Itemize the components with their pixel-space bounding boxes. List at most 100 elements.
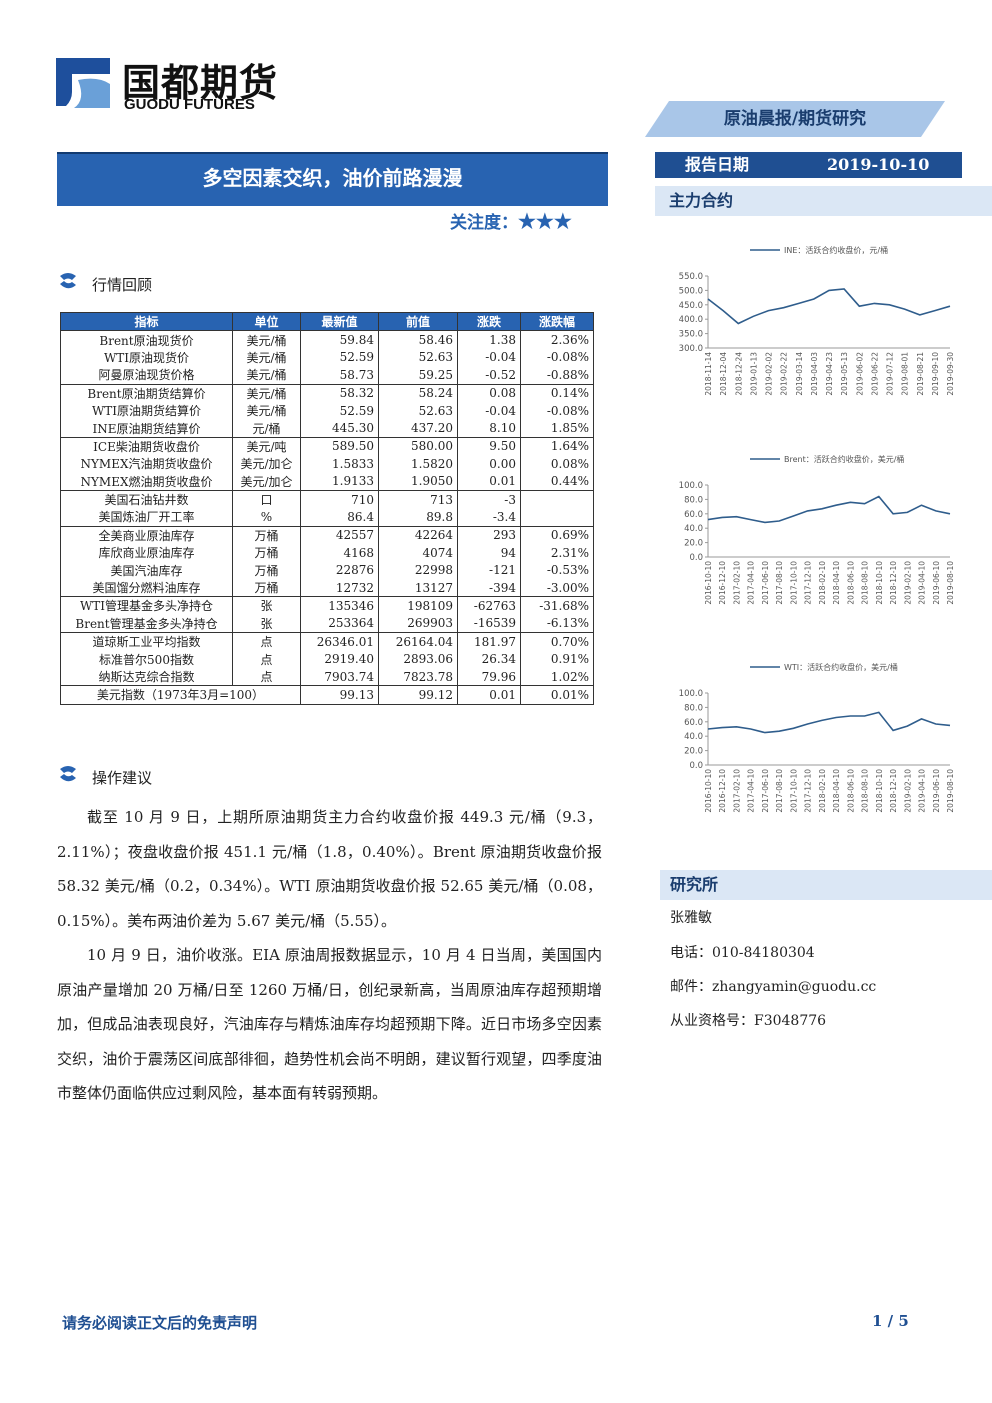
table-cell: -16539	[457, 614, 521, 633]
x-tick-label: 2017-12-10	[804, 561, 813, 605]
table-cell: 52.59	[300, 348, 379, 367]
table-cell: 美元/吨	[232, 436, 301, 456]
section-title: 操作建议	[92, 769, 153, 787]
y-tick-label: 100.0	[679, 689, 703, 699]
x-tick-label: 2017-12-10	[804, 769, 813, 813]
line	[707, 288, 951, 325]
report-type-banner	[645, 101, 945, 137]
table-cell: 美元/加仑	[232, 455, 301, 473]
x-tick-label: 2018-04-10	[832, 769, 841, 813]
table-cell: %	[232, 508, 301, 527]
x-tick-label: 2018-11-14	[704, 352, 713, 396]
table-cell: 1.64%	[520, 436, 594, 456]
research-title: 研究所	[660, 870, 992, 900]
y-tick-label: 100.0	[679, 481, 703, 491]
x-tick-label: 2019-08-21	[916, 352, 925, 396]
x-tick-label: 2017-10-10	[789, 561, 798, 605]
table-cell: -121	[457, 561, 521, 579]
table-cell: 2.36%	[520, 330, 594, 349]
x-tick-label: 2018-10-10	[875, 769, 884, 813]
table-cell: -0.08%	[520, 348, 594, 367]
table-cell: 9.50	[457, 436, 521, 456]
table-cell: 万桶	[232, 525, 301, 545]
table-row: Brent原油期货结算价 美元/桶 58.32 58.24 0.08 0.14%	[60, 383, 594, 402]
table-cell: 美元/桶	[232, 330, 301, 349]
title-bar	[57, 152, 608, 206]
x-tick-label: 2019-08-10	[946, 561, 955, 605]
legend-label: WTI：活跃合约收盘价，美元/桶	[784, 662, 898, 672]
table-cell: 美元指数（1973年3月=100）	[60, 685, 301, 705]
table-cell: 美国石油钻井数	[60, 489, 233, 509]
table-cell: -394	[457, 578, 521, 597]
table-cell: 7903.74	[300, 667, 379, 686]
table-row: 全美商业原油库存 万桶 42557 42264 293 0.69%	[60, 525, 594, 545]
header-cell: 指标	[60, 311, 233, 332]
table-cell	[520, 489, 594, 509]
table-cell: 59.84	[300, 330, 379, 349]
x-tick-label: 2017-08-10	[775, 769, 784, 813]
table-cell: 库欣商业原油库存	[60, 544, 233, 562]
table-cell: 13127	[378, 578, 458, 597]
table-cell: 4168	[300, 544, 379, 562]
table-cell: NYMEX燃油期货收盘价	[60, 472, 233, 491]
x-tick-label: 2019-05-13	[840, 352, 849, 396]
disclaimer: 请务必阅读正文后的免责声明	[62, 1314, 258, 1332]
x-tick-label: 2019-02-22	[780, 352, 789, 396]
data-table: 指标 单位 最新值 前值 涨跌 涨跌幅 Brent原油现货价 美元/桶 59.84 58.46 1…	[60, 311, 594, 705]
table-cell: 198109	[378, 596, 458, 615]
x-tick-label: 2018-12-24	[734, 352, 743, 396]
paragraph: 10 月 9 日，油价收涨。EIA 原油周报数据显示，10 月 4 日当周，美国…	[57, 946, 602, 1102]
y-tick-label: 550.0	[679, 272, 703, 282]
table-cell: 42557	[300, 525, 379, 545]
logo-cn: 国都期货	[122, 60, 279, 105]
chart: 300.0 350.0 400.0 450.0 500.0 550.0 2018-11-14…	[679, 245, 955, 396]
attention-label: 关注度：	[450, 213, 518, 233]
y-tick-label: 40.0	[684, 524, 703, 534]
table-cell: Brent管理基金多头净持仓	[60, 614, 233, 633]
header-cell: 最新值	[300, 311, 379, 332]
table-cell: 全美商业原油库存	[60, 525, 233, 545]
table-cell: 美元/加仑	[232, 472, 301, 491]
table-row: 美国炼油厂开工率% 86.4 89.8 -3.4	[60, 508, 594, 527]
x-tick-label: 2019-06-02	[855, 352, 864, 396]
x-tick-label: 2019-08-10	[946, 769, 955, 813]
chart: 0.0 20.0 40.0 60.0 80.0 100.0 2016-10-10 2016-1…	[679, 454, 955, 605]
table-cell: 美国炼油厂开工率	[60, 508, 233, 527]
table-row: NYMEX燃油期货收盘价 美元/加仑 1.9133 1.9050 0.01 0.44%	[60, 472, 594, 491]
y-tick-label: 20.0	[684, 747, 703, 757]
table-cell: ICE柴油期货收盘价	[60, 436, 233, 456]
table-cell: 26164.04	[378, 632, 458, 651]
section-icon	[60, 273, 76, 289]
table-cell: 22998	[378, 561, 458, 579]
table-row: 库欣商业原油库存 万桶 4168 4074 94 2.31%	[60, 544, 594, 562]
x-tick-label: 2016-10-10	[704, 769, 713, 813]
table-row: 美元指数（1973年3月=100） 99.13 99.12 0.01 0.01%	[60, 685, 594, 705]
table-cell: 52.63	[378, 348, 458, 367]
table-cell: 99.12	[378, 685, 458, 705]
y-tick-label: 20.0	[684, 539, 703, 549]
table-cell: 58.32	[300, 383, 379, 402]
section-icon	[60, 766, 76, 782]
attention-stars: ★★★	[518, 209, 572, 233]
table-cell: 580.00	[378, 436, 458, 456]
x-tick-label: 2019-06-10	[932, 561, 941, 605]
x-tick-label: 2018-06-10	[846, 561, 855, 605]
table-row: Brent原油现货价 美元/桶 59.84 58.46 1.38 2.36%	[60, 330, 594, 349]
table-cell: 0.91%	[520, 650, 594, 668]
x-tick-label: 2019-06-22	[870, 352, 879, 396]
table-row: WTI原油期货结算价 美元/桶 52.59 52.63 -0.04 -0.08%	[60, 401, 594, 420]
table-cell: 26.34	[457, 650, 521, 668]
table-row: ICE柴油期货收盘价 美元/吨 589.50 580.00 9.50 1.64%	[60, 436, 594, 456]
table-cell: 58.46	[378, 330, 458, 349]
table-cell: 58.24	[378, 383, 458, 402]
y-tick-label: 60.0	[684, 510, 703, 520]
phone: 电话：010-84180304	[670, 945, 815, 961]
table-cell: -3.4	[457, 508, 521, 527]
table-cell: 口	[232, 489, 301, 509]
table-cell: 8.10	[457, 419, 521, 438]
x-tick-label: 2019-02-10	[903, 561, 912, 605]
x-tick-label: 2018-12-04	[719, 352, 728, 396]
table-cell: WTI原油现货价	[60, 348, 233, 367]
table-cell: 58.73	[300, 366, 379, 385]
table-cell: 美元/桶	[232, 366, 301, 385]
